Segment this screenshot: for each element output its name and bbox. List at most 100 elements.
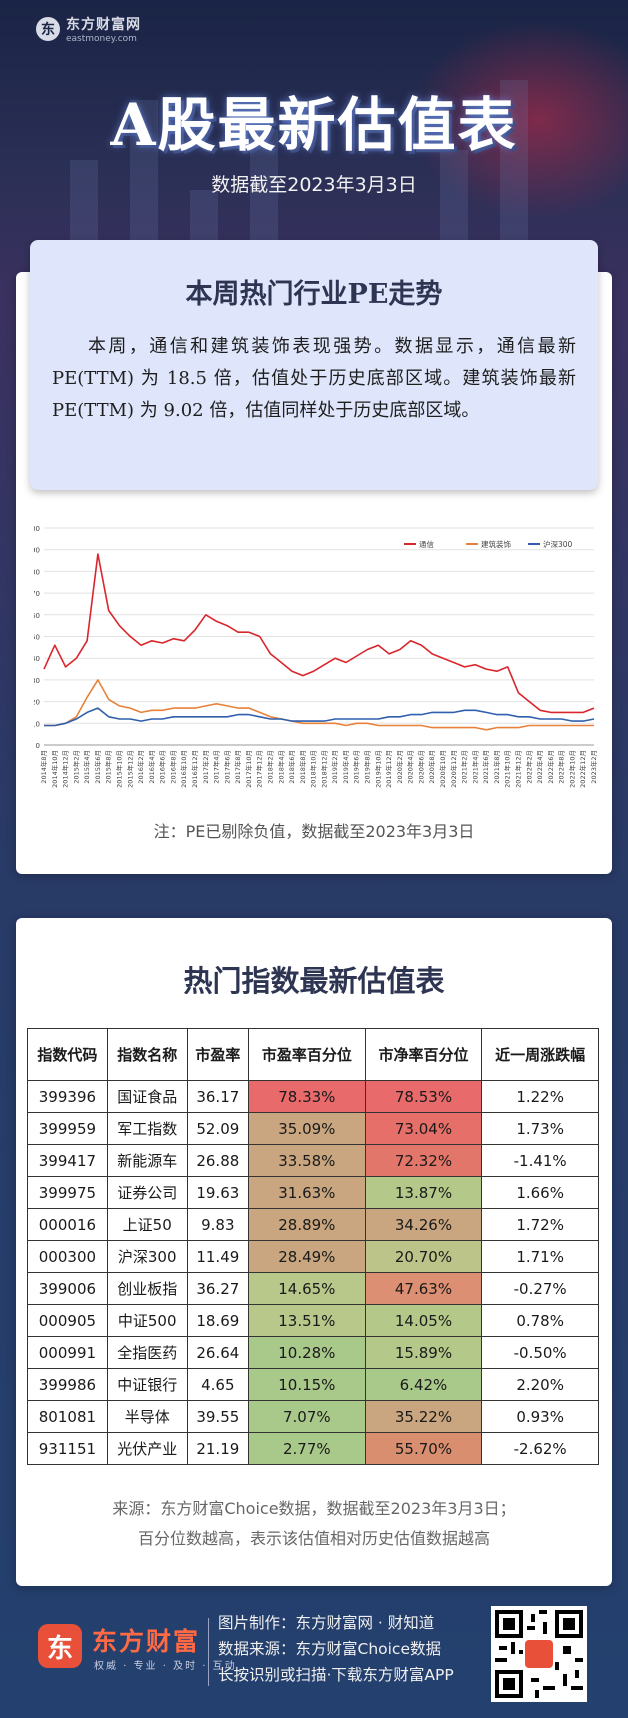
cell-pe: 36.17 (186, 1080, 250, 1113)
cell-pb-percentile: 78.53% (364, 1080, 483, 1113)
cell-pb-percentile: 20.70% (364, 1240, 483, 1273)
x-tick-label: 2015年6月 (93, 750, 102, 784)
x-tick-label: 2019年10月 (373, 750, 382, 788)
cell-pe-percentile: 7.07% (248, 1400, 366, 1433)
cell-pb-percentile: 6.42% (364, 1368, 483, 1401)
x-tick-label: 2021年12月 (514, 750, 523, 788)
x-tick-label: 2017年8月 (233, 750, 242, 784)
x-tick-label: 2016年2月 (136, 750, 145, 784)
x-tick-label: 2019年4月 (341, 750, 350, 784)
cell-pb-percentile: 35.22% (364, 1400, 483, 1433)
table-row: 399986 中证银行 4.65 10.15% 6.42% 2.20% (27, 1368, 599, 1401)
source-line-1: 来源：东方财富Choice数据，数据截至2023年3月3日； (112, 1499, 516, 1518)
table-row: 399417 新能源车 26.88 33.58% 72.32% -1.41% (27, 1144, 599, 1177)
col-header-weekly-change: 近一周涨跌幅 (481, 1028, 599, 1081)
x-tick-label: 2017年6月 (222, 750, 231, 784)
table-row: 000016 上证50 9.83 28.89% 34.26% 1.72% (27, 1208, 599, 1241)
legend-label: 建筑装饰 (481, 539, 511, 549)
x-tick-label: 2016年6月 (158, 750, 167, 784)
x-tick-label: 2021年4月 (470, 750, 479, 784)
qr-logo-icon (523, 1638, 555, 1670)
valuation-table: 指数代码 指数名称 市盈率 市盈率百分位 市净率百分位 近一周涨跌幅 39939… (27, 1028, 599, 1465)
x-tick-label: 2017年12月 (255, 750, 264, 788)
cell-pe: 4.65 (186, 1368, 250, 1401)
table-row: 801081 半导体 39.55 7.07% 35.22% 0.93% (27, 1400, 599, 1433)
cell-code: 399396 (27, 1080, 108, 1113)
footer-info: 图片制作：东方财富网 · 财知道 数据来源：东方财富Choice数据 长按识别或… (218, 1610, 454, 1688)
pe-chart-svg: 01020304050607080901002014年8月2014年10月201… (27, 525, 598, 788)
eastmoney-app-logo-icon: 东 (38, 1624, 82, 1668)
y-tick-label: 100 (34, 525, 40, 533)
cell-name: 沪深300 (106, 1240, 188, 1273)
logo-domain: eastmoney.com (66, 34, 137, 44)
cell-pe-percentile: 10.15% (248, 1368, 366, 1401)
cell-weekly-change: -0.27% (481, 1272, 599, 1305)
page-title: A股最新估值表 (110, 91, 518, 159)
x-tick-label: 2019年2月 (330, 750, 339, 784)
cell-pb-percentile: 73.04% (364, 1112, 483, 1145)
cell-code: 399417 (27, 1144, 108, 1177)
x-tick-label: 2020年2月 (395, 750, 404, 784)
cell-pe-percentile: 35.09% (248, 1112, 366, 1145)
cell-pb-percentile: 15.89% (364, 1336, 483, 1369)
cell-pe-percentile: 33.58% (248, 1144, 366, 1177)
cell-name: 证券公司 (106, 1176, 188, 1209)
data-date: 数据截至2023年3月3日 (211, 174, 417, 196)
cell-weekly-change: 1.72% (481, 1208, 599, 1241)
logo-name: 东方财富网 (66, 17, 141, 33)
eastmoney-logo: 东 东方财富网 eastmoney.com (36, 14, 141, 44)
col-header-pe: 市盈率 (186, 1028, 250, 1081)
x-tick-label: 2019年12月 (384, 750, 393, 788)
footer-line-3: 长按识别或扫描·下载东方财富APP (218, 1666, 454, 1684)
table-row: 399975 证券公司 19.63 31.63% 13.87% 1.66% (27, 1176, 599, 1209)
cell-pe-percentile: 28.49% (248, 1240, 366, 1273)
x-tick-label: 2016年8月 (168, 750, 177, 784)
x-tick-label: 2022年10月 (567, 750, 576, 788)
y-tick-label: 10 (34, 720, 40, 728)
col-header-pb-percentile: 市净率百分位 (364, 1028, 483, 1081)
x-tick-label: 2021年6月 (481, 750, 490, 784)
series-line-2 (44, 707, 595, 727)
cell-name: 新能源车 (106, 1144, 188, 1177)
cell-pe-percentile: 2.77% (248, 1432, 366, 1465)
cell-code: 399975 (27, 1176, 108, 1209)
x-tick-label: 2015年10月 (114, 750, 123, 788)
cell-name: 国证食品 (106, 1080, 188, 1113)
cell-weekly-change: 0.93% (481, 1400, 599, 1433)
cell-pe: 18.69 (186, 1304, 250, 1337)
table-row: 000300 沪深300 11.49 28.49% 20.70% 1.71% (27, 1240, 599, 1273)
cell-code: 000016 (27, 1208, 108, 1241)
cell-name: 上证50 (106, 1208, 188, 1241)
cell-code: 000300 (27, 1240, 108, 1273)
x-tick-label: 2017年10月 (244, 750, 253, 788)
x-tick-label: 2015年12月 (125, 750, 134, 788)
x-tick-label: 2022年2月 (524, 750, 533, 784)
x-tick-label: 2019年8月 (363, 750, 372, 784)
x-tick-label: 2014年8月 (39, 750, 48, 784)
cell-pe: 19.63 (186, 1176, 250, 1209)
cell-pe: 52.09 (186, 1112, 250, 1145)
cell-weekly-change: 2.20% (481, 1368, 599, 1401)
source-note: 来源：东方财富Choice数据，数据截至2023年3月3日； 百分位数越高，表示… (16, 1494, 612, 1554)
cell-pe: 9.83 (186, 1208, 250, 1241)
table-body: 399396 国证食品 36.17 78.33% 78.53% 1.22% 399959 军工… (27, 1080, 599, 1465)
table-title: 热门指数最新估值表 (183, 964, 445, 998)
col-header-code: 指数代码 (27, 1028, 108, 1081)
x-tick-label: 2019年6月 (352, 750, 361, 784)
x-tick-label: 2017年2月 (201, 750, 210, 784)
x-tick-label: 2015年4月 (82, 750, 91, 784)
cell-name: 中证银行 (106, 1368, 188, 1401)
col-header-name: 指数名称 (106, 1028, 188, 1081)
x-tick-label: 2017年4月 (212, 750, 221, 784)
table-row: 399006 创业板指 36.27 14.65% 47.63% -0.27% (27, 1272, 599, 1305)
x-tick-label: 2022年4月 (535, 750, 544, 784)
cell-code: 399986 (27, 1368, 108, 1401)
x-tick-label: 2016年10月 (179, 750, 188, 788)
x-tick-label: 2018年10月 (309, 750, 318, 788)
x-tick-label: 2022年8月 (557, 750, 566, 784)
summary-text: 本周，通信和建筑装饰表现强势。数据显示，通信最新 PE(TTM) 为 18.5 … (52, 336, 576, 421)
cell-pe-percentile: 10.28% (248, 1336, 366, 1369)
qr-code-icon[interactable] (491, 1606, 587, 1702)
cell-code: 931151 (27, 1432, 108, 1465)
cell-weekly-change: 1.73% (481, 1112, 599, 1145)
